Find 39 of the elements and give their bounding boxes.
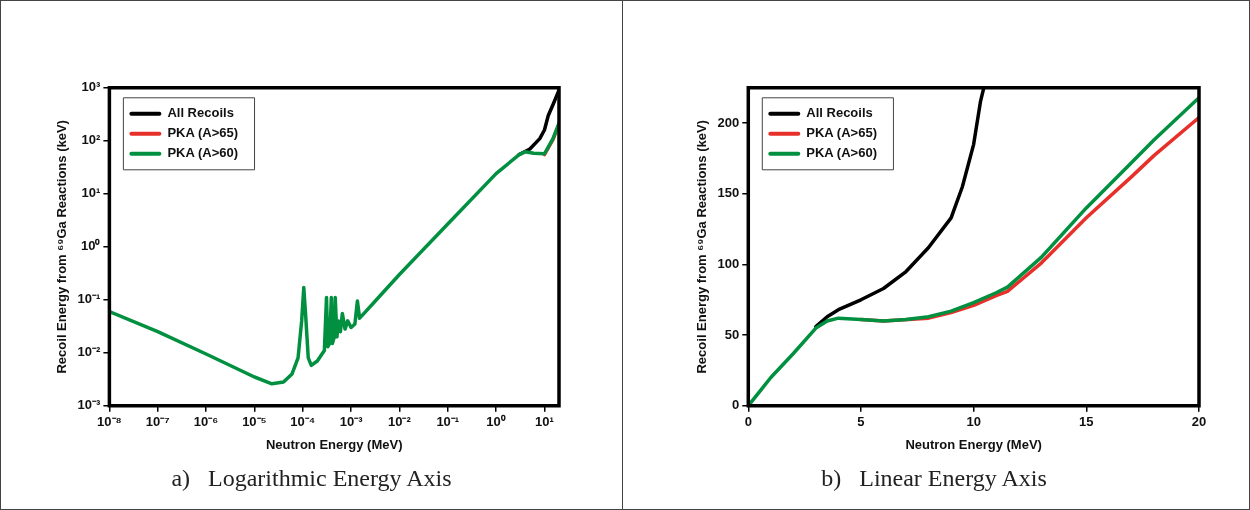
x-tick-label: 10⁻⁸ (97, 414, 122, 430)
x-tick-label: 15 (1079, 414, 1094, 430)
legend-label: All Recoils (167, 105, 234, 121)
x-tick-label: 10¹ (535, 414, 554, 430)
legend-label: PKA (A>65) (167, 125, 239, 141)
x-tick-label: 10⁻⁵ (242, 414, 267, 430)
legend-label: PKA (A>60) (167, 145, 239, 161)
y-tick-label: 10⁰ (80, 238, 101, 254)
x-tick-label: 10⁻⁴ (290, 414, 316, 430)
y-tick-label: 150 (717, 185, 740, 201)
text: b) Linear Energy Axis (820, 465, 1048, 492)
y-tick-label: 10⁻² (77, 344, 102, 360)
x-tick-label: 10⁰ (486, 414, 506, 430)
y-tick-label: 10² (81, 132, 102, 148)
y-tick-label: 10⁻¹ (77, 291, 101, 307)
y-tick-label: 200 (717, 114, 740, 130)
y-axis-title: Recoil Energy from ⁶⁹Ga Reactions (keV) (54, 120, 70, 374)
y-tick-label: 0 (732, 397, 740, 413)
y-tick-label: 10¹ (81, 185, 101, 201)
x-tick-label: 10⁻³ (339, 414, 364, 430)
x-tick-label: 10⁻¹ (436, 414, 460, 430)
x-axis-title: Neutron Energy (MeV) (905, 436, 1042, 452)
legend-label: PKA (A>65) (806, 125, 877, 141)
x-tick-label: 10⁻² (388, 414, 412, 430)
x-tick-label: 10 (966, 414, 981, 430)
y-tick-label: 100 (717, 256, 740, 272)
x-tick-label: 10⁻⁶ (193, 414, 219, 430)
y-axis-title: Recoil Energy from ⁶⁹Ga Reactions (keV) (694, 120, 710, 374)
x-tick-label: 10⁻⁷ (145, 414, 170, 430)
legend-label: PKA (A>60) (806, 145, 877, 161)
legend-label: All Recoils (806, 105, 873, 121)
x-tick-label: 20 (1191, 414, 1207, 430)
x-tick-label: 0 (744, 414, 752, 430)
x-axis-title: Neutron Energy (MeV) (265, 436, 403, 452)
text: a) Logarithmic Energy Axis (170, 465, 453, 492)
y-tick-label: 50 (724, 326, 740, 342)
y-tick-label: 10³ (81, 79, 102, 95)
x-tick-label: 5 (857, 414, 865, 430)
y-tick-label: 10⁻³ (77, 397, 102, 413)
